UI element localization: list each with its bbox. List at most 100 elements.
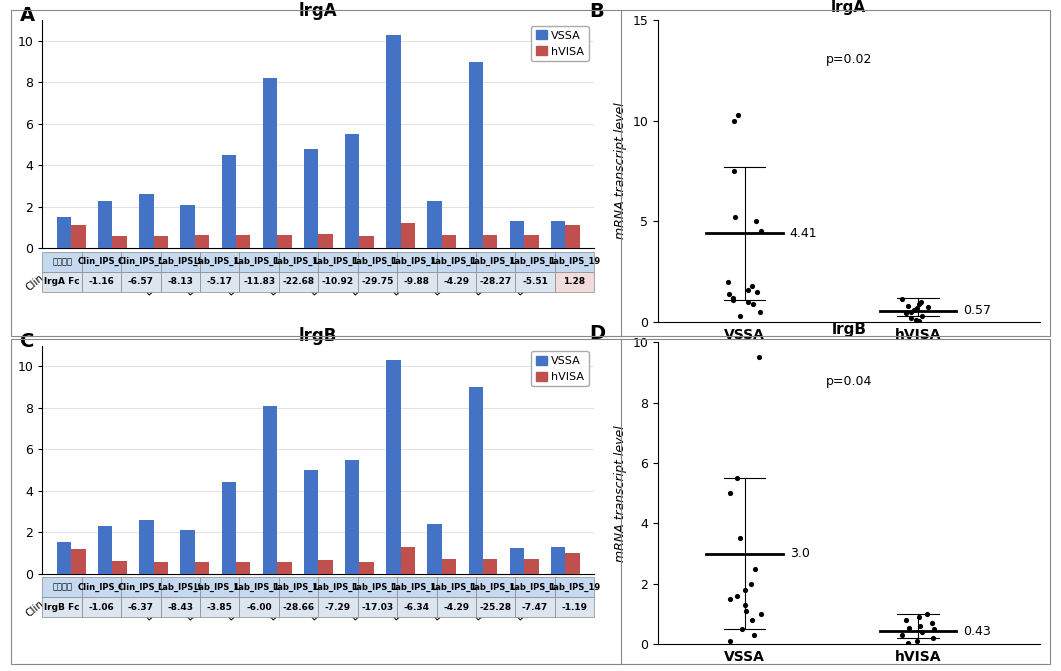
Bar <box>154 236 168 248</box>
Bar <box>195 562 209 574</box>
Point <box>729 472 746 483</box>
Point <box>736 584 753 595</box>
Text: 4.41: 4.41 <box>789 227 817 240</box>
Bar <box>345 460 360 574</box>
Text: 3.0: 3.0 <box>789 547 810 560</box>
Point <box>744 280 761 291</box>
Text: A: A <box>20 7 35 25</box>
Title: lrgA: lrgA <box>831 0 867 15</box>
Point <box>924 617 941 628</box>
Bar <box>222 482 236 574</box>
Bar <box>277 562 292 574</box>
Point <box>746 629 763 640</box>
Point <box>920 301 937 312</box>
Text: 0.43: 0.43 <box>963 625 991 637</box>
Legend: VSSA, hVISA: VSSA, hVISA <box>532 25 589 61</box>
Bar <box>98 526 112 574</box>
Bar <box>180 530 195 574</box>
Text: 0.57: 0.57 <box>963 304 991 317</box>
Bar <box>57 217 71 248</box>
Y-axis label: mRNA transcript level: mRNA transcript level <box>613 425 627 562</box>
Title: lrgA: lrgA <box>299 2 337 20</box>
Point <box>743 578 760 589</box>
Point <box>910 299 927 309</box>
Point <box>919 609 936 619</box>
Point <box>908 636 925 647</box>
Point <box>898 307 915 319</box>
Point <box>721 636 738 647</box>
Text: D: D <box>589 324 605 343</box>
Bar <box>509 548 524 574</box>
Point <box>749 287 766 297</box>
Point <box>903 313 920 323</box>
Point <box>752 307 769 317</box>
Bar <box>401 547 415 574</box>
Point <box>732 533 749 544</box>
Point <box>720 289 737 299</box>
Bar <box>469 387 483 574</box>
Point <box>750 352 767 362</box>
Point <box>736 600 753 611</box>
Bar <box>428 524 441 574</box>
Bar <box>57 541 71 574</box>
Bar <box>154 562 168 574</box>
Point <box>910 315 927 326</box>
Point <box>744 615 761 625</box>
Point <box>725 166 742 176</box>
Point <box>914 311 930 321</box>
Title: lrgB: lrgB <box>832 322 866 337</box>
Point <box>740 285 756 295</box>
Bar <box>71 225 86 248</box>
Bar <box>441 559 456 574</box>
Point <box>894 294 911 305</box>
Point <box>748 216 765 227</box>
Point <box>900 301 917 311</box>
Point <box>737 605 754 616</box>
Text: p=0.02: p=0.02 <box>825 53 872 66</box>
Bar <box>428 201 441 248</box>
Bar <box>360 236 373 248</box>
Bar <box>277 235 292 248</box>
Bar <box>551 547 566 574</box>
Bar <box>469 62 483 248</box>
Bar <box>222 155 236 248</box>
Bar <box>551 221 566 248</box>
Point <box>910 612 927 623</box>
Bar <box>318 560 333 574</box>
Bar <box>71 549 86 574</box>
Bar <box>303 470 318 574</box>
Point <box>719 276 736 287</box>
Bar <box>360 562 373 574</box>
Bar <box>524 235 539 248</box>
Bar <box>509 221 524 248</box>
Point <box>721 488 738 499</box>
Bar <box>524 559 539 574</box>
Legend: VSSA, hVISA: VSSA, hVISA <box>532 351 589 386</box>
Point <box>897 615 914 625</box>
Point <box>747 563 764 574</box>
Bar <box>441 235 456 248</box>
Point <box>728 590 745 601</box>
Point <box>908 303 925 313</box>
Point <box>914 627 930 637</box>
Point <box>725 293 742 303</box>
Point <box>901 622 918 633</box>
Bar <box>112 236 127 248</box>
Point <box>752 226 769 237</box>
Point <box>744 299 761 309</box>
Bar <box>386 35 401 248</box>
Bar <box>401 223 415 248</box>
Bar <box>566 225 579 248</box>
Point <box>911 621 928 631</box>
Text: B: B <box>589 2 604 21</box>
Point <box>905 305 922 315</box>
Point <box>734 624 751 635</box>
Point <box>721 593 738 604</box>
Y-axis label: mRNA transcript level: mRNA transcript level <box>613 103 627 240</box>
Point <box>912 297 929 307</box>
Point <box>740 297 756 307</box>
Bar <box>180 205 195 248</box>
Point <box>726 212 743 223</box>
Bar <box>236 235 250 248</box>
Point <box>893 629 910 640</box>
